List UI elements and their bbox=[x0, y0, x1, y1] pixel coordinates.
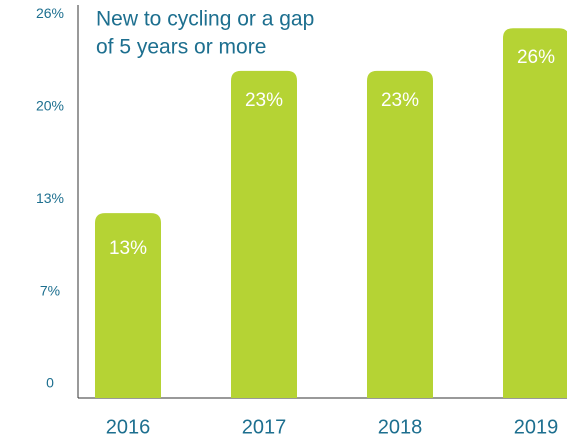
x-tick-label: 2017 bbox=[242, 416, 287, 438]
value-label: 26% bbox=[517, 47, 555, 68]
y-tick-label: 20% bbox=[36, 97, 64, 113]
value-label: 13% bbox=[109, 238, 147, 259]
x-tick-label: 2018 bbox=[378, 416, 423, 438]
y-tick-label: 0 bbox=[46, 375, 54, 391]
chart-title: New to cycling or a gap bbox=[96, 8, 314, 31]
bar bbox=[367, 70, 433, 398]
bar bbox=[503, 28, 567, 398]
y-tick-label: 26% bbox=[36, 5, 64, 21]
x-tick-label: 2019 bbox=[514, 416, 559, 438]
bar bbox=[231, 70, 297, 398]
bar bbox=[95, 213, 161, 398]
y-tick-label: 7% bbox=[40, 282, 60, 298]
chart-title: of 5 years or more bbox=[96, 36, 266, 59]
y-tick-label: 13% bbox=[36, 190, 64, 206]
value-label: 23% bbox=[245, 90, 283, 111]
value-label: 23% bbox=[381, 90, 419, 111]
x-tick-label: 2016 bbox=[106, 416, 151, 438]
